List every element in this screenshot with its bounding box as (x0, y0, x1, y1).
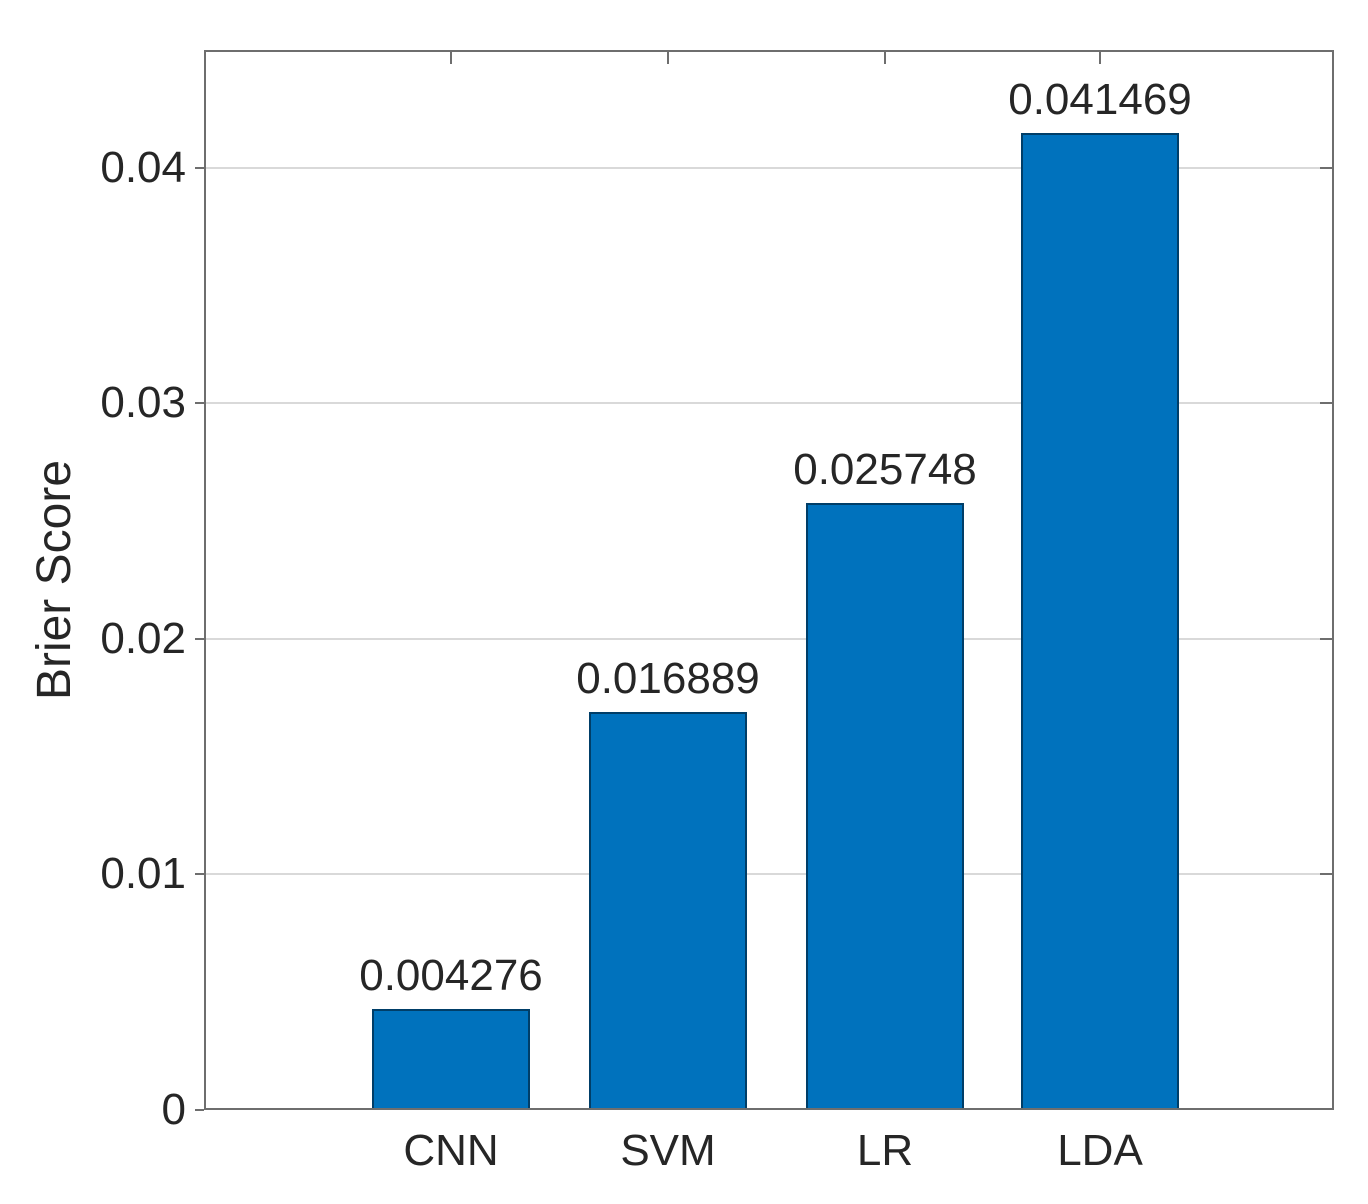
x-tick-label-lda: LDA (1057, 1126, 1143, 1175)
bar-lr (806, 503, 964, 1108)
x-tick-label-cnn: CNN (403, 1126, 499, 1175)
right-tick-0.01 (1320, 873, 1332, 876)
top-tick-lr (884, 52, 886, 64)
y-tick-label-0: 0 (161, 1085, 186, 1134)
left-tick-0.01 (195, 873, 204, 876)
bar-cnn (372, 1009, 530, 1108)
bar-value-label-cnn: 0.004276 (359, 951, 543, 1001)
y-tick-label-0.01: 0.01 (100, 849, 186, 899)
right-tick-0.03 (1320, 402, 1332, 405)
left-tick-0.04 (195, 166, 204, 169)
y-tick-label-0.03: 0.03 (100, 378, 186, 428)
top-tick-lda (1099, 52, 1101, 64)
bar-value-label-lr: 0.025748 (793, 445, 977, 495)
right-tick-0.04 (1320, 166, 1332, 169)
x-tick-label-svm: SVM (620, 1126, 716, 1175)
bar-svm (589, 712, 747, 1108)
y-tick-label-0.02: 0.02 (100, 613, 186, 663)
x-tick-label-lr: LR (856, 1126, 914, 1175)
y-axis-label: Brier Score (28, 459, 81, 701)
bar-lda (1021, 133, 1179, 1108)
bar-value-label-lda: 0.041469 (1008, 75, 1192, 125)
y-tick-label-0.04: 0.04 (100, 142, 186, 192)
left-tick-0.03 (195, 402, 204, 405)
gridline-y-0.01 (206, 873, 1332, 876)
top-tick-cnn (450, 52, 452, 64)
bar-value-label-svm: 0.016889 (576, 654, 760, 704)
gridline-y-0.04 (206, 166, 1332, 169)
gridline-y-0.02 (206, 637, 1332, 640)
left-tick-0.02 (195, 637, 204, 640)
gridline-y-0.03 (206, 402, 1332, 405)
left-tick-0 (195, 1109, 204, 1111)
top-tick-svm (667, 52, 669, 64)
right-tick-0.02 (1320, 637, 1332, 640)
